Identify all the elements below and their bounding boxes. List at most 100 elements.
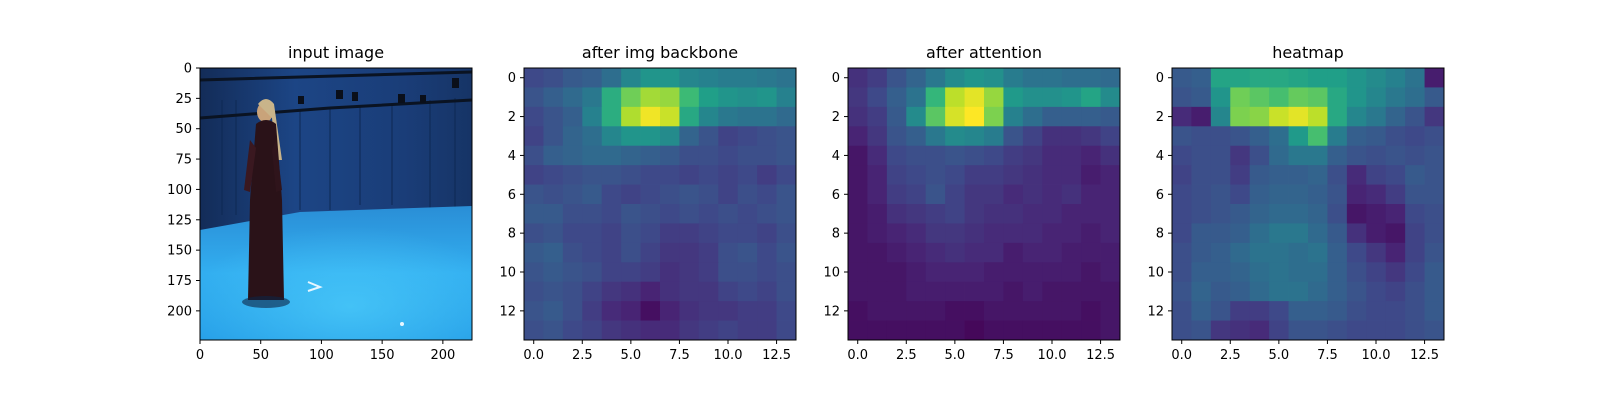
heatmap-cell — [718, 184, 739, 205]
after-img-backbone-ytick-label: 12 — [499, 304, 516, 319]
heatmap-cell — [1308, 165, 1328, 185]
heatmap-cell — [660, 184, 680, 205]
heatmap-cell — [867, 68, 888, 88]
panel-title-after-img-backbone: after img backbone — [582, 43, 738, 62]
heatmap-cell — [925, 68, 946, 88]
heatmap-cell — [1210, 145, 1231, 166]
heatmap-cell — [543, 262, 564, 283]
heatmap-cell — [621, 87, 641, 108]
heatmap-cell — [1100, 204, 1121, 224]
heatmap-cell — [1191, 262, 1212, 283]
heatmap-cell — [562, 281, 583, 302]
heatmap-cell — [867, 145, 888, 166]
heatmap-cell — [601, 262, 622, 283]
heatmap-cell — [601, 106, 622, 127]
heatmap-cell — [679, 68, 700, 88]
heatmap-cell — [1327, 223, 1348, 244]
heatmap-cell — [1210, 242, 1231, 263]
heatmap-cell — [679, 281, 700, 302]
heatmap-cell — [945, 301, 965, 321]
heatmap-cell — [1100, 165, 1121, 185]
heatmap-cell — [640, 184, 661, 205]
heatmap-cell — [1172, 281, 1192, 302]
heatmap-cell — [984, 204, 1004, 224]
heatmap-cell — [1366, 204, 1387, 224]
heatmap-cell — [1385, 145, 1406, 166]
heatmap-cell — [984, 301, 1004, 321]
heatmap-cell — [886, 87, 907, 108]
heatmap-cell — [1327, 165, 1348, 185]
heatmap-cell — [737, 242, 758, 263]
heatmap-cell — [867, 320, 888, 341]
heatmap-cell — [925, 242, 946, 263]
heatmap-cell — [1327, 320, 1348, 341]
heatmap-cell — [640, 87, 661, 108]
after-img-backbone-ytick-label: 8 — [508, 227, 516, 242]
heatmap-cell — [1100, 320, 1121, 341]
heatmap-cell — [945, 106, 965, 127]
heatmap-cell — [1210, 320, 1231, 341]
heatmap-cell — [1172, 165, 1192, 185]
heatmap-cell — [1405, 184, 1425, 205]
heatmap-cell — [737, 87, 758, 108]
heatmap-cell — [1100, 242, 1121, 263]
heatmap-cell — [660, 126, 680, 147]
heatmap-cell — [660, 242, 680, 263]
heatmap-cell — [543, 126, 564, 147]
heatmap-cell — [698, 106, 719, 127]
heatmap-cell — [1405, 145, 1425, 166]
heatmap-cell — [1424, 106, 1445, 127]
heatmap-cell — [698, 204, 719, 224]
heatmap-cell — [886, 126, 907, 147]
heatmap-cell — [1308, 87, 1328, 108]
heatmap-cell — [698, 320, 719, 341]
heatmap-cell — [601, 87, 622, 108]
heatmap-cell — [945, 262, 965, 283]
heatmap-cell — [1269, 301, 1289, 321]
input-image-xtick-label: 100 — [309, 348, 334, 363]
after-img-backbone-ytick-label: 2 — [508, 110, 516, 125]
heatmap-xtick-label: 12.5 — [1410, 348, 1439, 363]
panel-title-input-image: input image — [288, 43, 384, 62]
heatmap-cell — [1210, 68, 1231, 88]
heatmap-cell — [1249, 87, 1270, 108]
after-attention-ytick-label: 12 — [823, 304, 840, 319]
heatmap-cell — [1022, 165, 1043, 185]
heatmap-cell — [1424, 320, 1445, 341]
heatmap-cell — [737, 223, 758, 244]
heatmap-cell — [1210, 262, 1231, 283]
panel-title-heatmap: heatmap — [1272, 43, 1344, 62]
heatmap-cell — [543, 204, 564, 224]
heatmap-cell — [621, 68, 641, 88]
heatmap-cell — [925, 223, 946, 244]
heatmap-cell — [1249, 184, 1270, 205]
heatmap-cell — [906, 87, 927, 108]
heatmap-cell — [1230, 165, 1251, 185]
after-img-backbone-xtick-label: 0.0 — [523, 348, 544, 363]
heatmap-cell — [737, 165, 758, 185]
heatmap-cell — [601, 126, 622, 147]
heatmap-cell — [776, 281, 797, 302]
heatmap-cell — [1385, 281, 1406, 302]
heatmap-cell — [1230, 204, 1251, 224]
heatmap-cell — [867, 223, 888, 244]
heatmap-cell — [1003, 242, 1024, 263]
heatmap-cell — [1366, 68, 1387, 88]
heatmap-cell — [964, 204, 985, 224]
heatmap-cell — [1042, 301, 1063, 321]
heatmap-cell — [1081, 68, 1101, 88]
heatmap-cell — [640, 68, 661, 88]
heatmap-cell — [757, 281, 777, 302]
input-image-ytick-label: 100 — [167, 183, 192, 198]
heatmap-cell — [1327, 301, 1348, 321]
input-image-ytick-label: 75 — [175, 153, 192, 168]
heatmap-cell — [906, 145, 927, 166]
heatmap-cell — [621, 165, 641, 185]
heatmap-cell — [1366, 262, 1387, 283]
heatmap-cell — [964, 68, 985, 88]
heatmap-cell — [1081, 262, 1101, 283]
heatmap-cell — [1269, 262, 1289, 283]
heatmap-cell — [1249, 165, 1270, 185]
heatmap-cell — [776, 242, 797, 263]
heatmap-cell — [1042, 145, 1063, 166]
